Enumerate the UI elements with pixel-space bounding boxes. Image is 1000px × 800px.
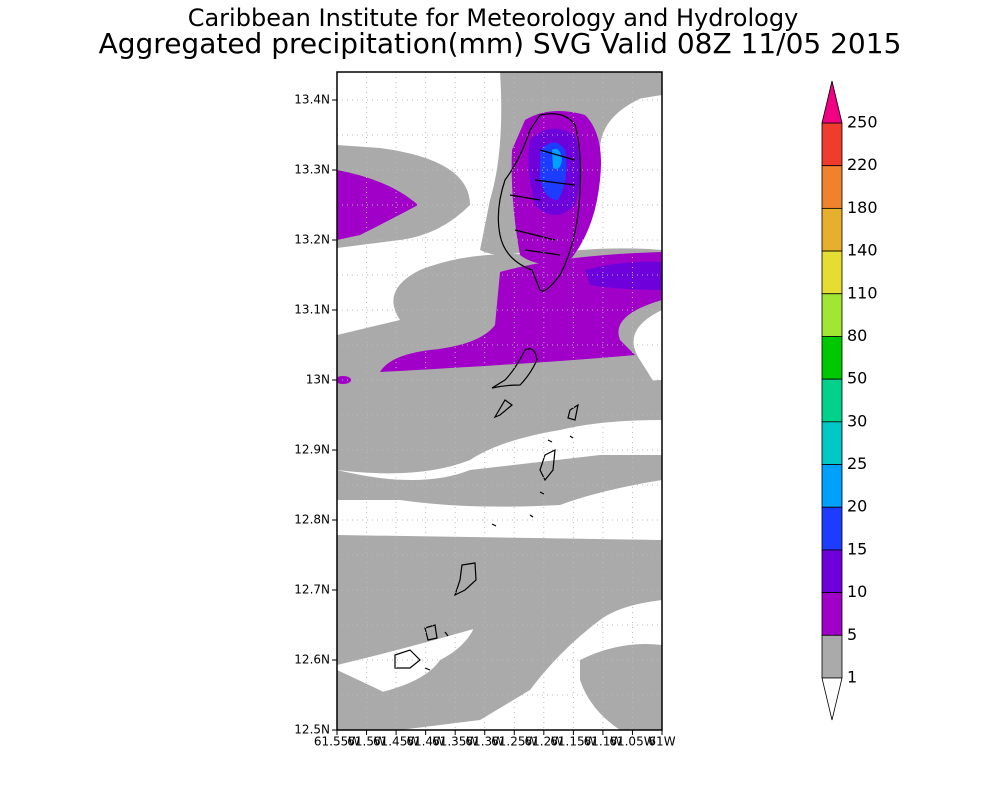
colorbar-label: 30 xyxy=(847,411,867,430)
subtitle: Aggregated precipitation(mm) SVG Valid 0… xyxy=(99,27,902,60)
colorbar-label: 180 xyxy=(847,198,878,217)
colorbar-under xyxy=(821,677,843,721)
lon-tick-label: 61.45W xyxy=(373,735,419,749)
lon-tick-label: 61.4W xyxy=(406,735,445,749)
lat-tick-label: 13.1N xyxy=(294,303,330,317)
colorbar-segment xyxy=(821,634,843,679)
ticks: 13.4N 13.3N 13.2N 13.1N 13N 12.9N 12.8N 12.7N 12… xyxy=(294,93,675,749)
lat-tick-label: 13.2N xyxy=(294,233,330,247)
colorbar-segment xyxy=(821,549,843,594)
colorbar-over xyxy=(821,80,843,124)
colorbar-label: 140 xyxy=(847,241,878,260)
lat-tick-label: 12.5N xyxy=(294,723,330,737)
colorbar: 250 220 180 140 110 80 50 30 25 20 15 10 5 1 xyxy=(821,80,878,721)
lon-tick-label: 61.25W xyxy=(491,735,537,749)
lat-tick-label: 12.7N xyxy=(294,583,330,597)
colorbar-segment xyxy=(821,250,843,295)
colorbar-label: 10 xyxy=(847,582,867,601)
lat-tick-label: 12.8N xyxy=(294,513,330,527)
colorbar-segment xyxy=(821,336,843,380)
lat-tick-label: 12.9N xyxy=(294,443,330,457)
lon-tick-label: 61.35W xyxy=(432,735,478,749)
colorbar-segment xyxy=(821,421,843,465)
colorbar-label: 5 xyxy=(847,625,857,644)
colorbar-segment xyxy=(821,378,843,423)
colorbar-segment xyxy=(821,592,843,636)
colorbar-label: 50 xyxy=(847,369,867,388)
colorbar-label: 80 xyxy=(847,326,867,345)
colorbar-segment xyxy=(821,464,843,508)
colorbar-segment xyxy=(821,293,843,337)
lon-tick-label: 61.05W xyxy=(609,735,655,749)
colorbar-label: 220 xyxy=(847,155,878,174)
colorbar-segment xyxy=(821,506,843,551)
lon-tick-label: 61.15W xyxy=(550,735,596,749)
colorbar-label: 25 xyxy=(847,454,867,473)
colorbar-segment xyxy=(821,165,843,209)
lon-tick-label: 61.55W xyxy=(314,735,360,749)
colorbar-label: 110 xyxy=(847,283,878,302)
lat-tick-label: 13N xyxy=(306,373,330,387)
lon-tick-label: 61.5W xyxy=(347,735,386,749)
lon-tick-label: 61.1W xyxy=(584,735,623,749)
map xyxy=(337,72,662,730)
colorbar-label: 250 xyxy=(847,113,878,132)
islands xyxy=(394,113,582,671)
lon-tick-label: 61.2W xyxy=(525,735,564,749)
map-frame xyxy=(336,71,663,731)
lat-tick-label: 12.6N xyxy=(294,653,330,667)
colorbar-label: 20 xyxy=(847,497,867,516)
colorbar-label: 1 xyxy=(847,668,857,687)
lon-tick-label: 61W xyxy=(648,735,675,749)
lat-tick-label: 13.3N xyxy=(294,163,330,177)
lon-tick-label: 61.3W xyxy=(465,735,504,749)
title: Caribbean Institute for Meteorology and … xyxy=(188,4,799,32)
colorbar-segment xyxy=(821,122,843,167)
lat-tick-label: 13.4N xyxy=(294,93,330,107)
grid xyxy=(337,72,662,730)
colorbar-segment xyxy=(821,207,843,252)
colorbar-label: 15 xyxy=(847,539,867,558)
